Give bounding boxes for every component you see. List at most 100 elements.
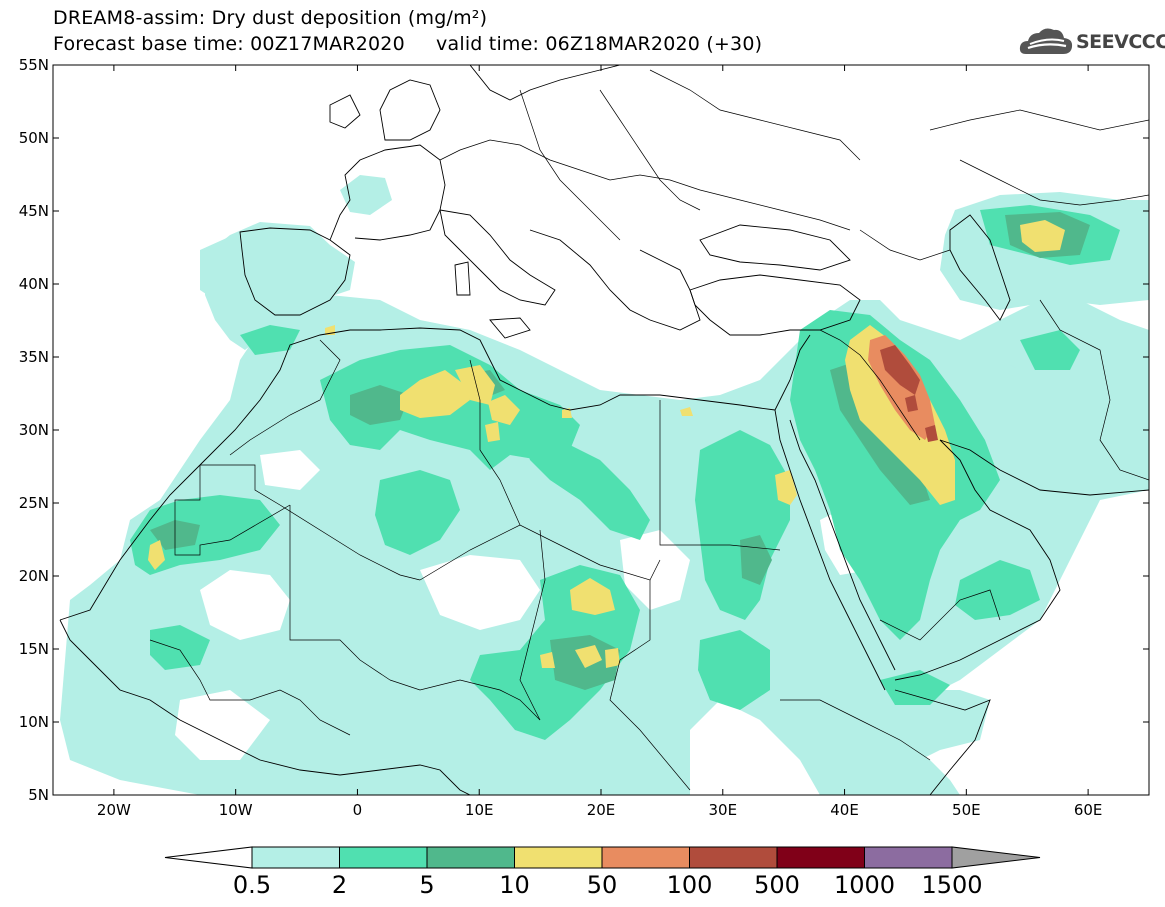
colorbar-swatch xyxy=(864,846,953,869)
dust-area-10-egypt xyxy=(680,407,693,416)
dust-area-10-libya xyxy=(488,395,520,425)
dust-area-100-iraq xyxy=(880,345,920,395)
clear-area-2 xyxy=(420,555,540,630)
colorbar-label: 10 xyxy=(499,871,530,899)
coast-north-africa xyxy=(59,327,776,621)
clear-area-4 xyxy=(260,450,320,490)
lon-tick-label: 60E xyxy=(1074,801,1103,819)
border-algeria-libya xyxy=(469,359,521,526)
clear-area-6 xyxy=(175,690,270,760)
lat-tick-label: 55N xyxy=(19,56,49,74)
dust-area-100-iraq-3 xyxy=(925,425,938,442)
colorbar-swatch xyxy=(426,846,515,869)
dust-area-5-algeria xyxy=(350,385,410,425)
colorbar-label: 2 xyxy=(331,871,348,899)
coast-gulf xyxy=(894,439,1061,681)
dust-area-100-iraq-2 xyxy=(905,395,918,412)
border-saudi-south xyxy=(879,589,1001,641)
border-europe-2 xyxy=(519,89,621,241)
colorbar-label: 5 xyxy=(419,871,435,899)
coast-iberia xyxy=(239,227,351,316)
dust-area-2-libya xyxy=(520,430,650,540)
colorbar-label: 50 xyxy=(586,871,618,899)
dust-area-5-sudan xyxy=(740,535,772,585)
border-mauritania xyxy=(174,465,291,556)
border-iran-east xyxy=(1039,299,1149,481)
colorbar xyxy=(164,846,1041,869)
border-chad-niger xyxy=(519,529,546,721)
colorbar-label: 0.5 xyxy=(232,871,272,899)
lat-tick-label: 20N xyxy=(19,567,49,585)
coast-france xyxy=(329,144,446,241)
coast-iran xyxy=(939,439,1149,496)
colorbar-label: 500 xyxy=(754,871,800,899)
clear-area-7 xyxy=(1080,540,1149,625)
dust-area-east-africa xyxy=(840,690,990,770)
dust-area-2-horn xyxy=(880,670,950,705)
coast-sicily xyxy=(489,317,531,339)
lat-tick-label: 5N xyxy=(28,786,49,804)
border-europe-1 xyxy=(439,139,851,231)
dust-area-2-iran xyxy=(1020,330,1080,370)
colorbar-swatch xyxy=(776,846,865,869)
longitude-axis: 20W 10W 0 10E 20E 30E 40E 50E 60E xyxy=(97,65,1102,819)
colorbar-over-triangle xyxy=(951,846,1041,869)
coast-italy xyxy=(439,209,556,306)
colorbar-swatch xyxy=(514,846,603,869)
lon-tick-label: 20E xyxy=(587,801,616,819)
colorbar-under-triangle xyxy=(164,846,253,869)
country-borders xyxy=(149,69,1149,791)
border-saudi-iraq xyxy=(819,329,921,441)
dust-area-10-caspian xyxy=(1020,220,1065,252)
border-europe-4 xyxy=(649,69,861,161)
lat-tick-label: 35N xyxy=(19,348,49,366)
coast-black-sea xyxy=(699,224,851,271)
colorbar-swatch xyxy=(601,846,690,869)
dust-area-2-morocco-north xyxy=(240,325,300,355)
coast-red-sea-east xyxy=(789,419,896,671)
border-sudan-chad xyxy=(609,580,691,791)
border-algeria-mali xyxy=(200,464,421,581)
lat-tick-label: 15N xyxy=(19,640,49,658)
border-mali-east xyxy=(289,505,391,681)
dust-area-10-chad-south2 xyxy=(605,648,620,668)
lon-tick-label: 0 xyxy=(353,801,363,819)
coast-sardinia xyxy=(454,261,471,296)
lat-tick-label: 40N xyxy=(19,275,49,293)
colorbar-label: 1000 xyxy=(833,871,896,899)
border-central-asia xyxy=(959,159,1149,206)
coast-west-africa xyxy=(59,619,471,795)
coast-levant xyxy=(774,334,811,411)
coastlines xyxy=(59,65,1149,795)
dust-area-2-sahel xyxy=(150,625,210,670)
latitude-axis: 55N 50N 45N 40N 35N 30N 25N 20N 15N 10N 5N xyxy=(19,56,1149,804)
colorbar-swatch xyxy=(251,846,340,869)
border-europe-3 xyxy=(599,89,701,211)
colorbar-swatch xyxy=(689,846,778,869)
dust-area-2-sudan-south xyxy=(698,630,770,710)
lat-tick-label: 30N xyxy=(19,421,49,439)
coast-britain xyxy=(379,79,441,141)
dust-area-10-chad-south3 xyxy=(540,652,555,668)
dust-area-10-algeria xyxy=(400,370,470,418)
colorbar-label: 1500 xyxy=(921,871,983,899)
dust-area-2-oman xyxy=(955,560,1040,620)
dust-area-10-tunisia xyxy=(455,365,495,405)
coast-balkans xyxy=(529,229,701,331)
map-subtitle: Forecast base time: 00Z17MAR2020 valid t… xyxy=(53,33,763,55)
dust-area-2-westcoast xyxy=(130,495,280,575)
cloud-icon xyxy=(1019,28,1073,54)
lon-tick-label: 10W xyxy=(219,801,253,819)
dust-area-10-libya-3 xyxy=(562,408,572,418)
coast-horn xyxy=(894,689,991,795)
dust-area-atlantic xyxy=(200,232,240,300)
lon-tick-label: 20W xyxy=(97,801,131,819)
map-title: DREAM8-assim: Dry dust deposition (mg/m²… xyxy=(53,7,488,29)
lat-tick-label: 50N xyxy=(19,129,49,147)
dust-area-2-sudan xyxy=(695,430,790,620)
border-ethiopia xyxy=(780,699,931,761)
coast-turkey xyxy=(689,274,861,336)
lon-tick-label: 30E xyxy=(708,801,737,819)
border-caucasus xyxy=(859,229,951,261)
